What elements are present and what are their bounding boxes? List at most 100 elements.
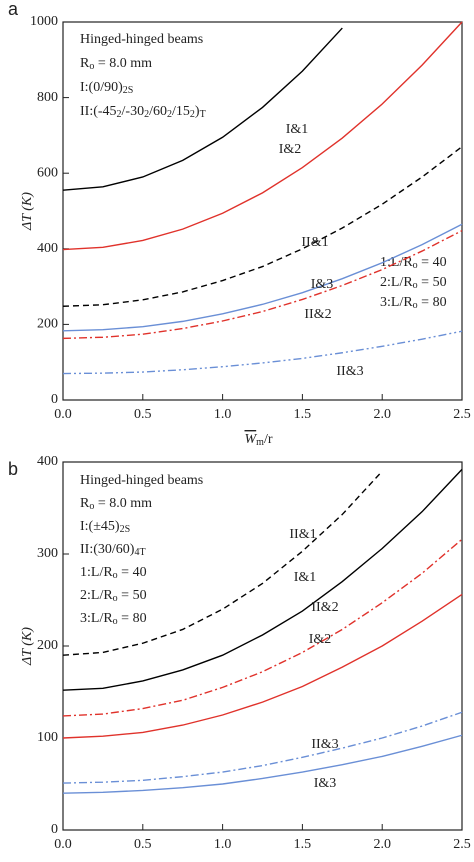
- curve: [62, 711, 463, 784]
- curve: [62, 27, 343, 191]
- text-run: /-30: [122, 104, 145, 119]
- x-tick-label: 2.5: [453, 407, 471, 422]
- y-tick-label: 400: [37, 454, 58, 469]
- text-run: = 50: [118, 588, 147, 603]
- text-run: I:(0/90): [80, 80, 123, 95]
- text-run: o: [89, 61, 94, 72]
- y-tick-label: 200: [37, 317, 58, 332]
- text-run: = 50: [418, 275, 447, 290]
- y-tick-label: 200: [37, 638, 58, 653]
- annotation: 3:L/Ro = 80: [380, 295, 447, 311]
- text-run: o: [113, 616, 118, 627]
- y-tick-label: 100: [37, 730, 58, 745]
- text-run: T: [200, 109, 206, 120]
- text-run: = 80: [118, 611, 147, 626]
- text-run: 2:L/R: [380, 275, 413, 290]
- text-run: 2:L/R: [80, 588, 113, 603]
- annotation: 1:L/Ro = 40: [80, 565, 147, 581]
- text-run: = 8.0 mm: [94, 56, 152, 71]
- y-tick-label: 800: [37, 90, 58, 105]
- curve-label: II&1: [289, 527, 316, 542]
- x-tick-label: 0.5: [134, 837, 152, 852]
- y-axis-label: ΔT (K): [20, 192, 35, 231]
- curve: [62, 146, 463, 307]
- curve: [62, 593, 463, 739]
- curve-label: II&2: [311, 600, 338, 615]
- text-run: II:(30/60): [80, 542, 135, 557]
- annotation: Ro = 8.0 mm: [80, 496, 152, 512]
- annotation: II:(-452/-302/602/152)T: [80, 104, 206, 120]
- x-axis-label: Wm/r: [245, 432, 273, 448]
- x-tick-label: 0.5: [134, 407, 152, 422]
- plot-frame: [62, 21, 463, 401]
- curve-label: II&3: [311, 737, 338, 752]
- x-tick-label: 1.5: [294, 407, 312, 422]
- text-run: 2S: [123, 85, 134, 96]
- text-run: 2S: [120, 524, 131, 535]
- curve-label: I&3: [311, 277, 334, 292]
- text-run: = 8.0 mm: [94, 496, 152, 511]
- y-axis-label: ΔT (K): [20, 627, 35, 666]
- annotation: 3:L/Ro = 80: [80, 611, 147, 627]
- curve: [62, 21, 463, 251]
- x-tick-label: 0.0: [54, 407, 72, 422]
- text-run: Hinged-hinged beams: [80, 473, 203, 488]
- curve: [62, 230, 463, 340]
- text-run: /15: [172, 104, 190, 119]
- curve-label: I&1: [294, 570, 317, 585]
- text-run: m: [256, 437, 264, 448]
- curve-label: II&1: [301, 235, 328, 250]
- curve-label: I&2: [279, 142, 302, 157]
- panel-label: b: [8, 459, 18, 479]
- text-run: 1:L/R: [80, 565, 113, 580]
- annotation: Hinged-hinged beams: [80, 32, 203, 47]
- curve-label: I&1: [286, 122, 309, 137]
- annotation: Hinged-hinged beams: [80, 473, 203, 488]
- y-tick-label: 0: [51, 392, 58, 407]
- text-run: o: [89, 501, 94, 512]
- text-run: o: [113, 593, 118, 604]
- text-run: 2: [167, 109, 172, 120]
- text-run: o: [413, 280, 418, 291]
- text-run: Hinged-hinged beams: [80, 32, 203, 47]
- annotation: I:(0/90)2S: [80, 80, 133, 96]
- text-run: o: [413, 260, 418, 271]
- annotation: Ro = 8.0 mm: [80, 56, 152, 72]
- text-run: ): [195, 104, 200, 119]
- curve: [62, 538, 463, 717]
- text-run: o: [413, 300, 418, 311]
- text-run: o: [113, 570, 118, 581]
- text-run: 2: [190, 109, 195, 120]
- text-run: /r: [264, 432, 273, 447]
- text-run: I:(±45): [80, 519, 120, 534]
- text-run: = 40: [118, 565, 147, 580]
- text-run: /60: [149, 104, 167, 119]
- annotation: I:(±45)2S: [80, 519, 130, 535]
- text-run: = 80: [418, 295, 447, 310]
- x-tick-label: 2.0: [373, 407, 391, 422]
- curve-label: II&3: [336, 364, 363, 379]
- text-run: 2: [117, 109, 122, 120]
- annotation: 2:L/Ro = 50: [80, 588, 147, 604]
- curve: [62, 734, 463, 794]
- annotation: II:(30/60)4T: [80, 542, 146, 558]
- curve: [62, 470, 383, 656]
- y-tick-label: 300: [37, 546, 58, 561]
- text-run: = 40: [418, 255, 447, 270]
- panel-label: a: [8, 0, 19, 19]
- x-tick-label: 1.5: [294, 837, 312, 852]
- y-tick-label: 1000: [30, 14, 58, 29]
- text-run: 2: [144, 109, 149, 120]
- curve-label: II&2: [304, 307, 331, 322]
- text-run: 3:L/R: [380, 295, 413, 310]
- plot-frame: [62, 461, 463, 831]
- x-tick-label: 2.5: [453, 837, 471, 852]
- curve: [62, 223, 463, 332]
- curve-label: I&2: [309, 632, 332, 647]
- x-tick-label: 0.0: [54, 837, 72, 852]
- annotation: 1:L/Ro = 40: [380, 255, 447, 271]
- text-run: R: [80, 496, 90, 511]
- y-tick-label: 0: [51, 822, 58, 837]
- annotation: 2:L/Ro = 50: [380, 275, 447, 291]
